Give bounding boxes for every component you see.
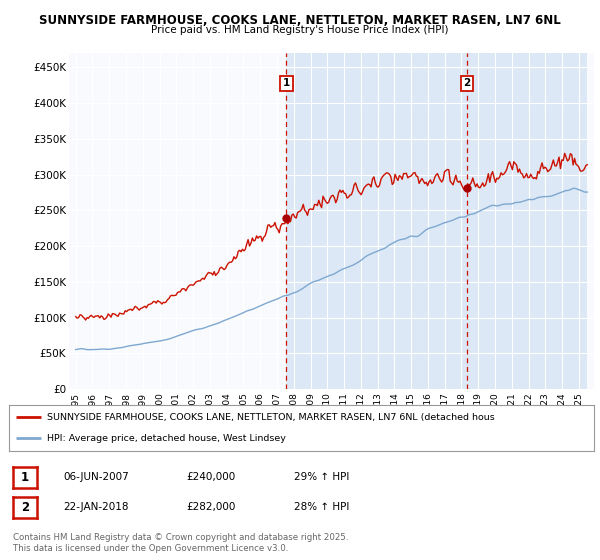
Text: Price paid vs. HM Land Registry's House Price Index (HPI): Price paid vs. HM Land Registry's House … xyxy=(151,25,449,35)
Text: 1: 1 xyxy=(21,471,29,484)
Bar xyxy=(286,53,587,389)
Text: 1: 1 xyxy=(283,78,290,88)
Text: 28% ↑ HPI: 28% ↑ HPI xyxy=(294,502,349,512)
Text: 22-JAN-2018: 22-JAN-2018 xyxy=(63,502,128,512)
Text: 2: 2 xyxy=(464,78,471,88)
Text: 29% ↑ HPI: 29% ↑ HPI xyxy=(294,472,349,482)
Text: SUNNYSIDE FARMHOUSE, COOKS LANE, NETTLETON, MARKET RASEN, LN7 6NL: SUNNYSIDE FARMHOUSE, COOKS LANE, NETTLET… xyxy=(39,14,561,27)
Text: 06-JUN-2007: 06-JUN-2007 xyxy=(63,472,129,482)
Text: Contains HM Land Registry data © Crown copyright and database right 2025.
This d: Contains HM Land Registry data © Crown c… xyxy=(13,533,349,553)
Text: 2: 2 xyxy=(21,501,29,514)
Text: £240,000: £240,000 xyxy=(186,472,235,482)
Text: SUNNYSIDE FARMHOUSE, COOKS LANE, NETTLETON, MARKET RASEN, LN7 6NL (detached hous: SUNNYSIDE FARMHOUSE, COOKS LANE, NETTLET… xyxy=(47,413,495,422)
Text: £282,000: £282,000 xyxy=(186,502,235,512)
Text: HPI: Average price, detached house, West Lindsey: HPI: Average price, detached house, West… xyxy=(47,434,286,443)
